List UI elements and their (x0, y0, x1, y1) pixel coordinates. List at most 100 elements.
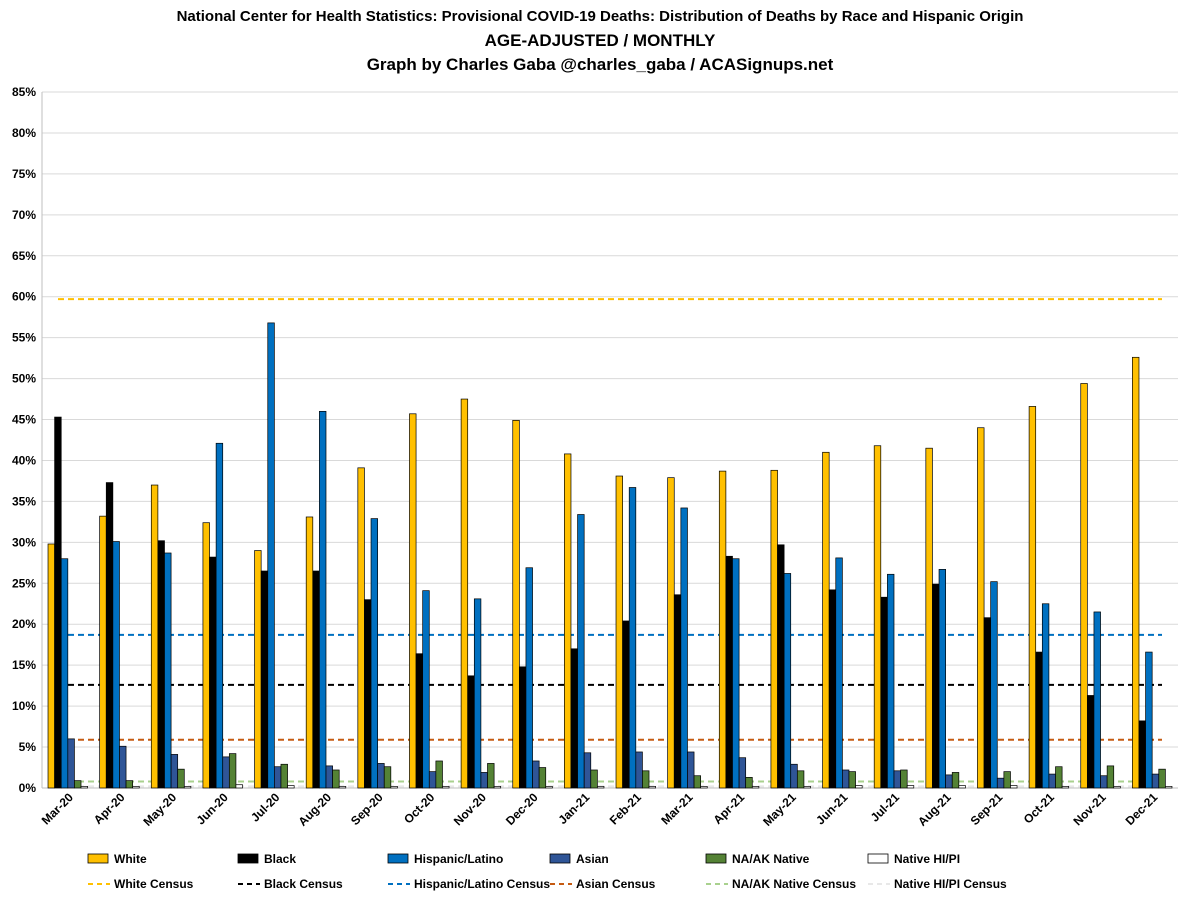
bar-4-0 (74, 780, 82, 789)
bar-3-11 (635, 751, 643, 789)
bar-4-16 (900, 769, 908, 789)
bar-3-7 (428, 771, 437, 789)
bar-5-19 (1061, 786, 1070, 789)
y-tick-label: 20% (12, 617, 36, 631)
x-tick-label: Oct-20 (401, 790, 438, 827)
legend-swatch-4 (705, 853, 727, 864)
y-tick-label: 80% (12, 126, 36, 140)
bar-0-20 (1080, 383, 1088, 789)
bar-5-8 (493, 786, 502, 789)
bar-0-6 (357, 467, 365, 789)
legend-ref-label: Native HI/PI Census (894, 877, 1007, 891)
bar-3-0 (67, 738, 75, 789)
bar-3-20 (1100, 775, 1108, 789)
bar-1-21 (1138, 720, 1146, 789)
bar-2-18 (990, 581, 998, 789)
bar-0-17 (925, 447, 933, 789)
bar-5-12 (700, 786, 708, 789)
bar-3-12 (687, 751, 695, 789)
legend-label: Native HI/PI (894, 852, 960, 866)
bar-5-18 (1010, 785, 1018, 789)
legend-label: Hispanic/Latino (414, 852, 503, 866)
legend-swatch-1 (237, 853, 259, 864)
x-tick-label: Aug-20 (295, 790, 334, 829)
x-tick-label: Jan-21 (556, 790, 593, 827)
bar-4-4 (280, 763, 288, 789)
bar-5-5 (338, 786, 347, 789)
bar-3-6 (377, 763, 385, 789)
bar-0-14 (770, 469, 778, 789)
y-tick-label: 60% (12, 290, 36, 304)
legend-swatch-0 (87, 853, 109, 864)
x-tick-label: Feb-21 (607, 790, 644, 827)
bar-1-6 (364, 599, 372, 789)
bar-4-14 (796, 770, 805, 789)
bar-1-13 (725, 555, 733, 789)
legend-label: NA/AK Native (732, 852, 810, 866)
bar-3-10 (583, 752, 592, 789)
x-tick-label: Dec-21 (1123, 790, 1161, 828)
bar-2-16 (887, 573, 895, 789)
x-tick-label: Jun-20 (194, 790, 231, 827)
bar-4-21 (1158, 768, 1166, 789)
bar-5-16 (906, 785, 915, 789)
bar-5-15 (855, 785, 863, 789)
bar-2-0 (60, 558, 69, 789)
x-tick-label: May-21 (760, 790, 799, 829)
y-tick-label: 0% (19, 781, 37, 795)
bar-1-20 (1086, 695, 1095, 789)
bar-4-20 (1106, 765, 1115, 789)
bar-2-9 (525, 567, 533, 789)
bar-1-5 (312, 570, 320, 789)
x-tick-label: Nov-21 (1070, 790, 1108, 828)
bar-4-10 (590, 769, 598, 789)
legend-swatch-5 (867, 853, 889, 864)
bar-0-1 (99, 515, 107, 789)
bar-4-3 (228, 753, 237, 789)
y-tick-label: 5% (19, 740, 37, 754)
bar-4-7 (435, 760, 443, 789)
chart-subtitle: AGE-ADJUSTED / MONTHLY (484, 31, 716, 50)
y-tick-label: 85% (12, 85, 36, 99)
y-tick-label: 65% (12, 249, 36, 263)
x-tick-label: Nov-20 (451, 790, 489, 828)
bar-0-10 (564, 453, 572, 789)
y-tick-label: 35% (12, 494, 36, 508)
bar-0-4 (254, 550, 262, 789)
x-tick-label: Jun-21 (813, 790, 850, 827)
x-tick-label: Jul-21 (868, 790, 903, 825)
bar-0-7 (409, 413, 417, 789)
y-tick-label: 70% (12, 208, 36, 222)
bar-4-11 (642, 770, 650, 789)
x-tick-label: Mar-21 (658, 790, 695, 827)
bar-3-9 (532, 760, 540, 789)
bar-1-10 (570, 648, 578, 789)
bar-1-18 (983, 617, 992, 789)
bar-3-17 (945, 774, 953, 789)
bar-5-13 (751, 786, 760, 789)
legend-label: Black (264, 852, 296, 866)
x-tick-label: Dec-20 (503, 790, 541, 828)
bar-5-4 (287, 785, 295, 789)
bar-2-17 (938, 569, 946, 789)
legend-label: White (114, 852, 147, 866)
bar-4-5 (332, 769, 340, 789)
bar-1-9 (518, 666, 527, 789)
y-tick-label: 40% (12, 453, 36, 467)
bar-1-12 (673, 594, 682, 789)
bar-5-17 (958, 785, 966, 789)
x-tick-label: May-20 (141, 790, 180, 829)
legend-swatch-2 (387, 853, 409, 864)
bar-5-6 (390, 786, 398, 789)
legend-ref-label: Asian Census (576, 877, 656, 891)
bar-0-18 (977, 427, 985, 789)
bar-3-14 (790, 763, 798, 789)
legend-ref-label: Hispanic/Latino Census (414, 877, 550, 891)
bar-4-12 (693, 775, 702, 789)
bar-3-8 (480, 772, 488, 789)
x-tick-label: Jul-20 (248, 790, 283, 825)
y-tick-label: 75% (12, 167, 36, 181)
bar-1-16 (880, 596, 888, 789)
bar-4-1 (125, 780, 134, 789)
bar-1-17 (932, 583, 940, 789)
